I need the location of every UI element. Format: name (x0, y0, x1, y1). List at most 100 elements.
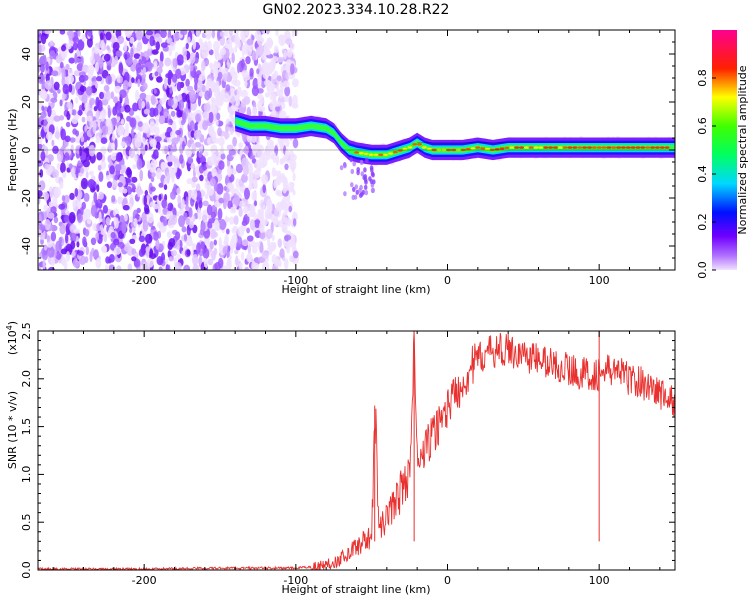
noise-speckle (144, 190, 148, 196)
x-tick-label: 0 (444, 574, 451, 587)
noise-speckle (201, 60, 206, 72)
noise-speckle (201, 84, 206, 93)
noise-speckle (167, 98, 174, 107)
noise-speckle (190, 52, 196, 64)
noise-speckle (223, 192, 230, 203)
noise-speckle (153, 88, 157, 94)
noise-speckle (281, 48, 285, 55)
ridge-core (640, 146, 646, 149)
noise-speckle (281, 212, 286, 224)
ridge-core (635, 146, 641, 149)
noise-speckle (45, 61, 49, 71)
noise-speckle (136, 42, 143, 52)
noise-speckle (105, 75, 113, 85)
noise-speckle (128, 147, 135, 159)
noise-speckle (111, 195, 116, 203)
colorbar-tick-label: 0.4 (696, 165, 709, 183)
noise-speckle (290, 63, 295, 75)
noise-speckle (211, 168, 217, 177)
noise-speckle (207, 258, 214, 266)
noise-speckle (269, 94, 277, 101)
noise-speckle (198, 38, 203, 46)
noise-speckle (199, 157, 206, 163)
noise-speckle (226, 58, 230, 68)
noise-speckle (262, 157, 268, 167)
noise-speckle (97, 164, 102, 171)
noise-speckle (234, 249, 239, 255)
noise-speckle (50, 231, 57, 242)
plume-speckle (371, 187, 376, 193)
noise-speckle (222, 92, 230, 103)
noise-speckle (160, 42, 168, 48)
noise-speckle (133, 258, 141, 268)
noise-speckle (204, 258, 208, 269)
noise-speckle (207, 221, 213, 229)
noise-speckle (40, 151, 46, 162)
noise-speckle (106, 181, 113, 189)
noise-speckle (97, 99, 103, 112)
noise-speckle (235, 94, 239, 106)
noise-speckle (154, 33, 161, 42)
noise-speckle (100, 146, 107, 156)
noise-speckle (210, 80, 217, 93)
ridge-core (402, 147, 408, 151)
noise-speckle (44, 30, 52, 35)
noise-speckle (183, 264, 191, 270)
plume-speckle (343, 163, 347, 169)
noise-speckle (76, 213, 83, 223)
noise-speckle (278, 260, 282, 268)
noise-speckle (284, 86, 291, 97)
spectrogram-y-label: Frequency (Hz) (6, 109, 19, 192)
noise-speckle (99, 32, 104, 41)
noise-speckle (276, 56, 284, 63)
snr-frame (37, 330, 676, 571)
noise-speckle (217, 208, 223, 221)
x-tick-label: -200 (132, 274, 157, 287)
noise-speckle (189, 221, 194, 229)
noise-speckle (200, 221, 206, 232)
noise-speckle (124, 53, 128, 61)
noise-speckle (283, 258, 289, 270)
noise-speckle (137, 121, 143, 128)
noise-speckle (259, 231, 266, 240)
ridge-core (621, 146, 626, 149)
noise-speckle (191, 181, 197, 188)
noise-speckle (71, 166, 75, 178)
ridge-halo (226, 118, 231, 123)
noise-speckle (145, 246, 150, 253)
noise-speckle (195, 201, 199, 210)
noise-speckle (256, 147, 262, 158)
noise-speckle (194, 141, 202, 148)
noise-speckle (218, 219, 227, 231)
noise-speckle (224, 130, 229, 140)
noise-speckle (253, 169, 261, 179)
noise-speckle (79, 85, 87, 92)
noise-speckle (89, 100, 93, 109)
noise-speckle (81, 34, 86, 42)
noise-speckle (84, 229, 90, 237)
noise-speckle (129, 36, 135, 44)
noise-speckle (145, 94, 153, 102)
noise-speckle (64, 214, 68, 223)
noise-speckle (123, 40, 128, 52)
noise-speckle (286, 217, 292, 227)
plume-speckle (358, 192, 363, 198)
noise-speckle (176, 109, 183, 118)
noise-speckle (76, 241, 80, 248)
noise-speckle (167, 264, 171, 270)
noise-speckle (60, 128, 66, 141)
noise-speckle (57, 88, 61, 94)
noise-speckle (61, 195, 66, 202)
noise-speckle (234, 35, 241, 46)
noise-speckle (152, 231, 159, 241)
noise-speckle (215, 53, 223, 61)
noise-speckle (102, 216, 106, 227)
noise-speckle (167, 37, 173, 44)
noise-speckle (112, 47, 117, 55)
y-tick-label: -40 (20, 237, 33, 255)
noise-speckle (64, 135, 71, 143)
noise-speckle (244, 79, 248, 88)
noise-speckle (292, 78, 299, 88)
x-tick-label: 100 (589, 274, 610, 287)
ridge-core (553, 146, 558, 149)
